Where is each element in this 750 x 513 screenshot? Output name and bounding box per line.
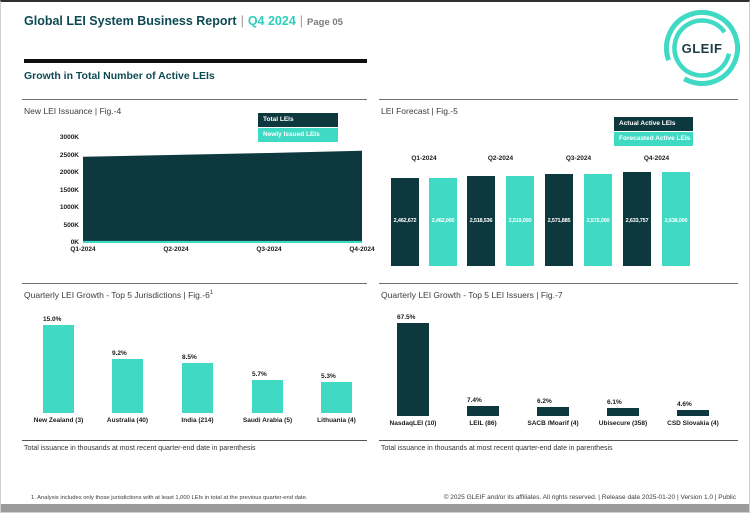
fig7-bar — [537, 407, 569, 416]
value-label: 67.5% — [397, 314, 416, 321]
fig5-bar-actual: 2,571,885 — [545, 174, 573, 266]
fig4-x-tick: Q4-2024 — [349, 246, 375, 253]
fig5-bar-value: 2,519,000 — [508, 218, 532, 224]
fig7-bar — [677, 410, 709, 416]
page-bottom-bar — [1, 504, 749, 512]
fig4-title: New LEI Issuance | Fig.-4 — [24, 106, 122, 116]
fig6-bar — [321, 382, 352, 413]
category-label: CSD Slovakia (4) — [667, 420, 719, 427]
fig6-title-footnote-mark: 1 — [209, 290, 214, 297]
fig4-legend: Total LEIs Newly Issued LEIs — [258, 113, 338, 142]
report-header: Global LEI System Business Report | Q4 202… — [24, 14, 343, 28]
fig5-bar-value: 2,518,536 — [469, 218, 493, 224]
fig7-bar — [467, 406, 499, 416]
fig5-bar-forecast: 2,519,000 — [506, 176, 534, 266]
fig6-caption-rule — [22, 440, 367, 441]
fig4-y-tick: 2500K — [59, 151, 79, 159]
fig6-caption: Total issuance in thousands at most rece… — [24, 445, 256, 452]
fig5-legend-item: Forecasted Active LEIs — [614, 132, 693, 146]
value-label: 6.1% — [607, 399, 622, 406]
fig6-bar — [182, 363, 213, 413]
fig4-y-tick: 1500K — [59, 186, 79, 194]
footnote: 1. Analysis includes only those jurisdic… — [31, 495, 308, 501]
fig4-x-tick: Q3-2024 — [256, 246, 282, 253]
fig4-total-leis-area — [83, 150, 362, 243]
value-label: 9.2% — [112, 350, 127, 357]
fig6-bar — [112, 359, 143, 413]
fig5-legend-item: Actual Active LEIs — [614, 117, 693, 131]
fig4-y-tick: 2000K — [59, 169, 79, 176]
header-separator: | — [240, 14, 244, 28]
fig7-caption: Total issuance in thousands at most rece… — [381, 445, 613, 452]
fig4-y-tick: 1000K — [59, 204, 79, 211]
fig5-quarter-label: Q4-2024 — [643, 155, 670, 162]
fig5-bar-forecast: 2,638,000 — [662, 172, 690, 266]
report-title: Global LEI System Business Report — [24, 14, 237, 28]
fig5-bar-value: 2,572,000 — [586, 218, 610, 224]
fig7-bar — [397, 323, 429, 416]
fig4-x-tick: Q2-2024 — [163, 246, 189, 253]
category-label: Saudi Arabia (5) — [242, 417, 293, 424]
fig5-quarter-label: Q3-2024 — [565, 155, 592, 162]
fig5-bar-forecast: 2,462,000 — [429, 178, 457, 266]
value-label: 4.6% — [677, 401, 692, 408]
value-label: 15.0% — [43, 316, 62, 323]
panel-top5-lei-issuers: Quarterly LEI Growth - Top 5 LEI Issuers… — [379, 283, 738, 457]
gleif-logo-rings — [664, 10, 740, 86]
panel-lei-forecast: LEI Forecast | Fig.-5 Actual Active LEIs… — [379, 99, 738, 282]
header-rule-bar — [24, 59, 367, 63]
fig4-y-tick: 3000K — [59, 134, 79, 141]
fig6-title-text: Quarterly LEI Growth - Top 5 Jurisdictio… — [24, 290, 210, 300]
fig6-bar — [43, 325, 74, 413]
section-title: Growth in Total Number of Active LEIs — [24, 70, 215, 82]
category-label: LEIL (86) — [469, 420, 497, 427]
fig4-area-chart — [83, 150, 362, 243]
category-label: Lithuania (4) — [317, 417, 356, 424]
panel-top5-jurisdictions: Quarterly LEI Growth - Top 5 Jurisdictio… — [22, 283, 367, 457]
category-label: India (214) — [181, 417, 214, 424]
report-period: Q4 2024 — [247, 14, 296, 28]
fig5-quarter-label: Q2-2024 — [487, 155, 514, 162]
category-label: Australia (40) — [106, 417, 149, 424]
gleif-logo: GLEIF — [662, 8, 742, 88]
gleif-logo-text: GLEIF — [681, 40, 723, 56]
category-label: NasdaqLEI (10) — [389, 420, 437, 427]
fig5-bar-value: 2,462,672 — [393, 218, 417, 224]
fig4-y-tick: 0K — [70, 239, 79, 246]
fig4-x-tick: Q1-2024 — [70, 246, 96, 253]
category-label: New Zealand (3) — [33, 417, 84, 424]
fig5-bar-actual: 2,518,536 — [467, 176, 495, 266]
fig6-title: Quarterly LEI Growth - Top 5 Jurisdictio… — [24, 290, 213, 300]
fig5-quarter-label: Q1-2024 — [411, 155, 437, 162]
category-label: SACB /Moarif (4) — [527, 420, 579, 427]
value-label: 8.5% — [182, 354, 197, 361]
fig4-legend-item: Total LEIs — [258, 113, 338, 127]
fig4-newly-issued-strip — [83, 240, 362, 243]
fig5-title: LEI Forecast | Fig.-5 — [381, 106, 458, 116]
fig5-bar-value: 2,571,885 — [547, 218, 571, 224]
fig5-bar-forecast: 2,572,000 — [584, 174, 612, 266]
fig4-y-tick: 500K — [63, 221, 79, 229]
fig5-bar-value: 2,462,000 — [431, 218, 455, 224]
page-number: Page 05 — [307, 17, 343, 28]
copyright-line: © 2025 GLEIF and/or its affiliates. All … — [443, 494, 736, 501]
fig5-bar-value: 2,638,000 — [664, 218, 688, 224]
fig7-bar — [607, 408, 639, 416]
value-label: 7.4% — [467, 397, 482, 404]
value-label: 5.7% — [252, 371, 267, 378]
fig6-bar — [252, 380, 283, 413]
panel-new-lei-issuance: New LEI Issuance | Fig.-4 Total LEIs Newl… — [22, 99, 375, 282]
fig7-caption-rule — [379, 440, 738, 441]
fig5-bar-value: 2,633,757 — [625, 218, 649, 224]
fig5-legend: Actual Active LEIs Forecasted Active LEIs — [614, 117, 693, 146]
fig5-bar-actual: 2,633,757 — [623, 172, 651, 266]
value-label: 6.2% — [537, 398, 552, 405]
category-label: Ubisecure (358) — [598, 420, 648, 427]
value-label: 5.3% — [321, 373, 336, 380]
header-separator: | — [299, 14, 304, 28]
fig7-title: Quarterly LEI Growth - Top 5 LEI Issuers… — [381, 290, 563, 300]
fig4-legend-item: Newly Issued LEIs — [258, 128, 338, 142]
fig5-bar-actual: 2,462,672 — [391, 178, 419, 266]
